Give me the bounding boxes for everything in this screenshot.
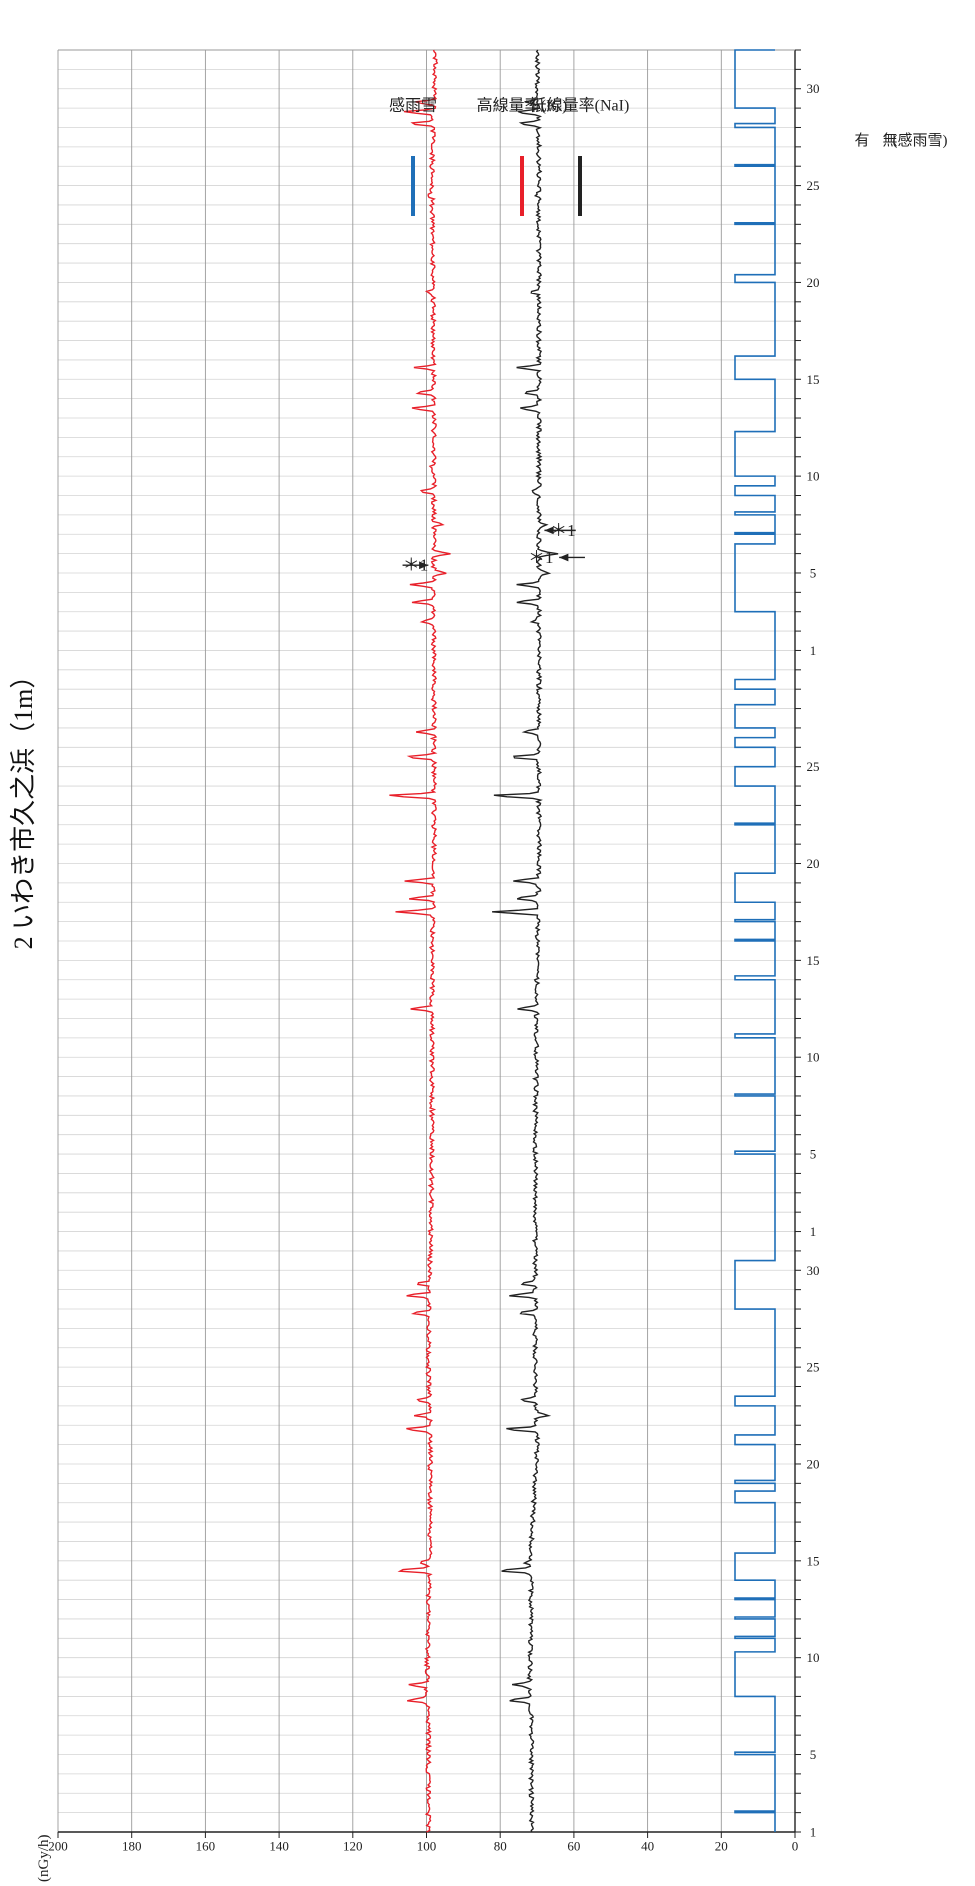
- y-tick-label: 0: [792, 1839, 799, 1854]
- x-tick-label: 10: [807, 469, 820, 484]
- x-tick-label: 20: [807, 275, 820, 290]
- x-tick-label: 30: [807, 1263, 820, 1278]
- rain-key-off: 無: [882, 132, 897, 149]
- x-tick-label: 15: [807, 1553, 820, 1568]
- rain-key-on: 有: [854, 132, 869, 149]
- y-tick-label: 80: [494, 1839, 507, 1854]
- x-tick-label: 1: [810, 1224, 817, 1239]
- x-tick-label: 20: [807, 856, 820, 871]
- y-tick-label: 40: [641, 1839, 654, 1854]
- rain-indicator-key: (感雨雪)無有: [854, 132, 947, 149]
- x-tick-label: 1: [810, 1825, 817, 1840]
- x-tick-label: 25: [807, 1360, 820, 1375]
- x-tick-label: 25: [807, 178, 820, 193]
- y-tick-label: 180: [122, 1839, 142, 1854]
- x-tick-label: 5: [810, 565, 817, 580]
- x-tick-label: 10: [807, 1050, 820, 1065]
- x-tick-label: 20: [807, 1456, 820, 1471]
- rain-indicator-series: [734, 49, 776, 1832]
- x-tick-label: 10: [807, 1650, 820, 1665]
- y-tick-label: 160: [196, 1839, 216, 1854]
- legend: 低線量率(NaI)高線量率(IC) 感雨雪: [389, 97, 630, 216]
- x-tick-label: 1: [810, 643, 817, 658]
- legend-label: 高線量率(IC): [477, 97, 568, 115]
- series-line: [389, 49, 451, 1833]
- annotation-arrowhead: [559, 553, 569, 562]
- annotation-arrowhead: [419, 561, 429, 570]
- series-lines: [389, 49, 559, 1833]
- annotations: ＊1＊1＊1: [402, 521, 585, 575]
- y-axis-label: (nGy/h): [36, 1835, 52, 1883]
- series-line: [492, 49, 559, 1833]
- y-tick-label: 120: [343, 1839, 363, 1854]
- legend-label: 低線量率(NaI): [531, 97, 630, 115]
- x-tick-label: 5: [810, 1747, 817, 1762]
- annotation-arrowhead: [544, 526, 554, 535]
- y-tick-label: 140: [269, 1839, 289, 1854]
- chart-title: 2 いわき市久之浜（1m）: [9, 663, 38, 950]
- rain-indicator-line: [734, 49, 776, 1832]
- y-tick-label: 100: [417, 1839, 437, 1854]
- x-tick-label: 15: [807, 953, 820, 968]
- x-tick-label: 25: [807, 759, 820, 774]
- y-tick-labels: 0 20 40 60 80 100 120 140 160 180 200: [48, 1839, 798, 1854]
- axes: [57, 49, 801, 1838]
- x-tick-label: 30: [807, 81, 820, 96]
- rain-key-title: (感雨雪): [893, 132, 948, 149]
- y-tick-label: 60: [567, 1839, 580, 1854]
- legend-label: 感雨雪: [389, 97, 437, 115]
- annotation-asterisk-1: ＊1: [528, 548, 554, 567]
- x-tick-label: 15: [807, 372, 820, 387]
- y-tick-label: 20: [715, 1839, 728, 1854]
- y-tick-label: 200: [48, 1839, 68, 1854]
- x-tick-label: 5: [810, 1147, 817, 1162]
